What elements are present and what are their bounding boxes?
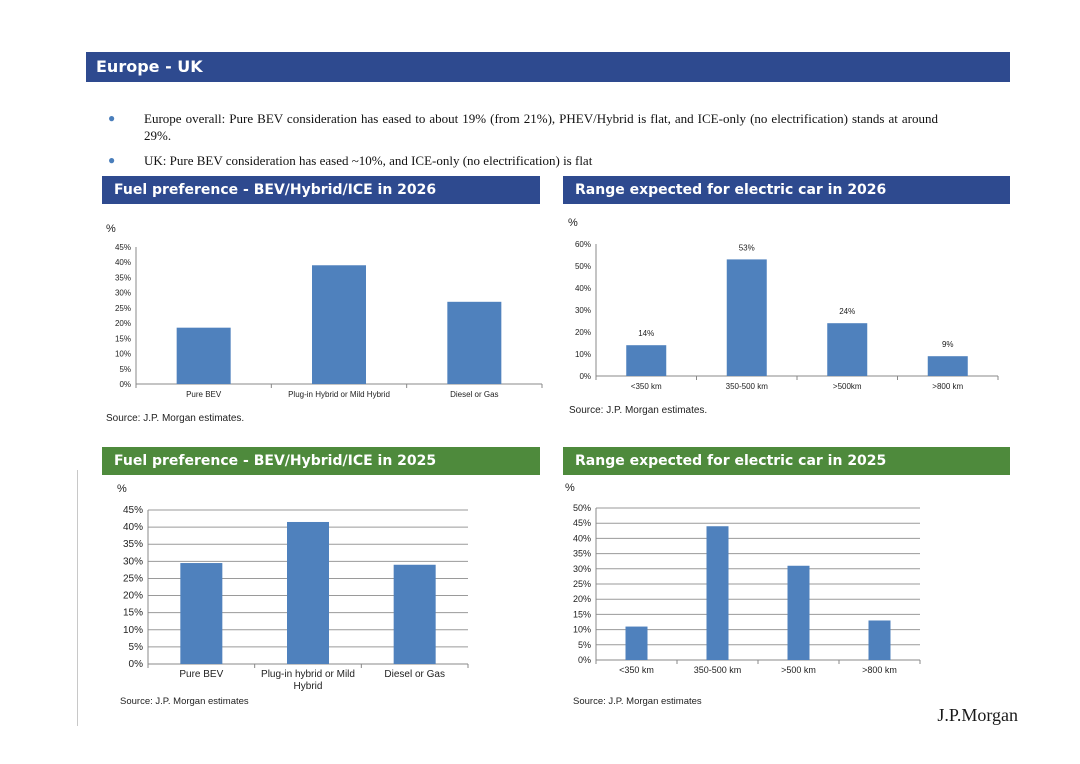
x-category-label: <350 km <box>619 665 654 675</box>
x-category-label: >800 km <box>862 665 897 675</box>
y-tick-label: 10% <box>115 350 131 359</box>
x-category-label: >500km <box>833 382 862 391</box>
y-tick-label: 25% <box>115 304 131 313</box>
y-tick-label: 15% <box>573 609 591 619</box>
section-header-fuel-2026: Fuel preference - BEV/Hybrid/ICE in 2026 <box>102 176 540 204</box>
bullet-list: ● Europe overall: Pure BEV consideration… <box>108 110 938 177</box>
y-tick-label: 30% <box>123 556 143 567</box>
y-axis-unit-label: % <box>117 483 127 495</box>
y-tick-label: 15% <box>123 608 143 619</box>
y-tick-label: 30% <box>115 289 131 298</box>
x-category-label: Plug-in Hybrid or Mild Hybrid <box>288 390 390 399</box>
bar-2 <box>706 526 729 660</box>
y-tick-label: 35% <box>573 549 591 559</box>
source-note: Source: J.P. Morgan estimates. <box>569 405 708 416</box>
x-category-label: 350-500 km <box>694 665 742 675</box>
source-note: Source: J.P. Morgan estimates <box>573 696 702 707</box>
y-tick-label: 0% <box>119 380 131 389</box>
y-tick-label: 20% <box>573 594 591 604</box>
x-category-label: Diesel or Gas <box>384 669 445 680</box>
y-axis-unit-label: % <box>568 217 578 229</box>
chart-fuel-2026: % 0% 5% 10% 15% 20% 25% 30% 35% 40% 45% Pure BEV Plu… <box>106 223 543 399</box>
chart-range-2025: % 0% 5% 10% 15% 20% 25% 30% 35% 40% 45% 50% <350 km 3… <box>565 482 921 675</box>
bullet-text: Europe overall: Pure BEV consideration h… <box>144 111 938 143</box>
bar-1 <box>625 626 648 660</box>
y-axis-unit-label: % <box>565 482 575 494</box>
y-tick-label: 40% <box>115 258 131 267</box>
y-tick-label: 0% <box>129 659 144 670</box>
y-tick-label: 50% <box>575 262 591 271</box>
y-tick-label: 25% <box>123 573 143 584</box>
chart-range-2026: % 0% 10% 20% 30% 40% 50% 60% 14% <350 km 53% 350-50… <box>568 217 999 391</box>
bullet-item: ● UK: Pure BEV consideration has eased ~… <box>108 152 938 169</box>
x-category-label: >800 km <box>932 382 963 391</box>
y-tick-label: 0% <box>578 655 591 665</box>
chart-fuel-2025: % 0% 5% 10% 15% 20% 25% 30% 35% 40% 45% Pure BEV Plu… <box>117 483 469 692</box>
jpmorgan-logo: J.P.Morgan <box>937 705 1018 725</box>
y-tick-label: 0% <box>579 372 591 381</box>
y-tick-label: 5% <box>119 365 131 374</box>
y-tick-label: 45% <box>115 243 131 252</box>
bar-2 <box>312 265 366 384</box>
source-note: Source: J.P. Morgan estimates. <box>106 413 245 424</box>
bar-4 <box>927 356 968 376</box>
y-tick-label: 45% <box>123 505 143 516</box>
x-category-label: >500 km <box>781 665 816 675</box>
y-tick-label: 5% <box>578 640 591 650</box>
y-tick-label: 10% <box>575 350 591 359</box>
x-category-label: Pure BEV <box>179 669 223 680</box>
y-tick-label: 30% <box>575 306 591 315</box>
x-category-label: 350-500 km <box>726 382 769 391</box>
y-tick-label: 40% <box>573 533 591 543</box>
bullet-item: ● Europe overall: Pure BEV consideration… <box>108 110 938 144</box>
bar-1 <box>180 563 223 664</box>
page-title: Europe - UK <box>86 52 1010 82</box>
y-tick-label: 5% <box>129 642 144 653</box>
y-tick-label: 40% <box>575 284 591 293</box>
source-note: Source: J.P. Morgan estimates <box>120 696 249 707</box>
y-tick-label: 35% <box>123 539 143 550</box>
y-tick-label: 25% <box>573 579 591 589</box>
y-tick-label: 10% <box>573 625 591 635</box>
y-tick-label: 45% <box>573 518 591 528</box>
y-tick-label: 35% <box>115 273 131 282</box>
data-label: 14% <box>638 329 654 338</box>
y-tick-label: 20% <box>115 319 131 328</box>
y-tick-label: 15% <box>115 334 131 343</box>
y-tick-label: 40% <box>123 522 143 533</box>
bar-2 <box>726 259 767 376</box>
data-label: 24% <box>839 307 855 316</box>
bar-3 <box>447 301 502 384</box>
y-tick-label: 60% <box>575 240 591 249</box>
bar-3 <box>827 323 868 376</box>
bullet-dot-icon: ● <box>108 111 116 125</box>
bar-1 <box>626 345 667 376</box>
x-category-label: Plug-in hybrid or Mild Hybrid <box>261 669 355 692</box>
bar-3 <box>393 564 436 664</box>
x-category-label: <350 km <box>631 382 662 391</box>
section-header-range-2026: Range expected for electric car in 2026 <box>563 176 1010 204</box>
y-tick-label: 10% <box>123 625 143 636</box>
y-axis-unit-label: % <box>106 223 116 235</box>
y-tick-label: 20% <box>123 591 143 602</box>
bar-3 <box>787 565 810 660</box>
y-tick-label: 20% <box>575 328 591 337</box>
x-category-label: Diesel or Gas <box>450 390 498 399</box>
y-tick-label: 50% <box>573 503 591 513</box>
bar-2 <box>287 521 329 664</box>
section-header-range-2025: Range expected for electric car in 2025 <box>563 447 1010 475</box>
data-label: 53% <box>739 243 755 252</box>
bar-4 <box>868 620 891 660</box>
section-header-fuel-2025: Fuel preference - BEV/Hybrid/ICE in 2025 <box>102 447 540 475</box>
bar-1 <box>176 327 231 384</box>
x-category-label: Pure BEV <box>186 390 222 399</box>
y-tick-label: 30% <box>573 564 591 574</box>
margin-divider <box>77 470 78 726</box>
data-label: 9% <box>942 340 954 349</box>
bullet-dot-icon: ● <box>108 153 116 167</box>
bullet-text: UK: Pure BEV consideration has eased ~10… <box>144 153 593 168</box>
